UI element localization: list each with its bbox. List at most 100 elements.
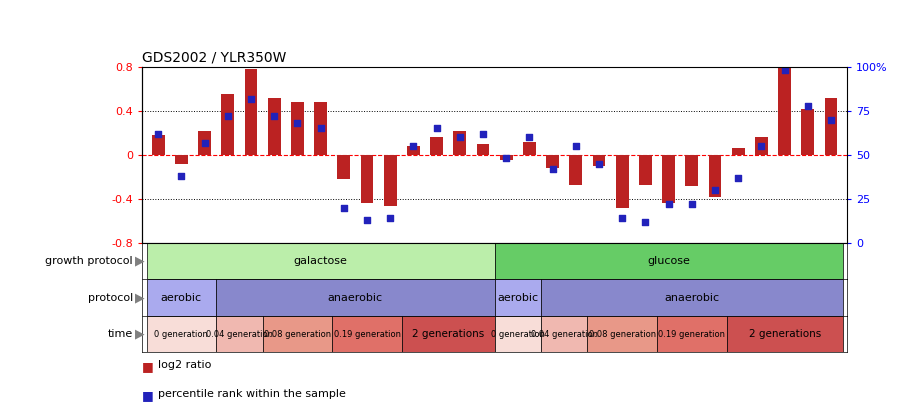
Text: ▶: ▶ <box>135 255 145 268</box>
FancyBboxPatch shape <box>726 316 843 352</box>
Text: GDS2002 / YLR350W: GDS2002 / YLR350W <box>142 50 287 64</box>
Bar <box>267 98 280 155</box>
Point <box>360 217 375 223</box>
Text: ■: ■ <box>142 389 154 402</box>
Bar <box>198 131 211 155</box>
Point <box>569 143 583 149</box>
Text: glucose: glucose <box>648 256 690 266</box>
FancyBboxPatch shape <box>657 316 726 352</box>
Bar <box>639 155 652 185</box>
FancyBboxPatch shape <box>495 279 541 316</box>
Point <box>684 201 699 207</box>
FancyBboxPatch shape <box>333 316 402 352</box>
FancyBboxPatch shape <box>216 316 263 352</box>
Point <box>708 187 723 194</box>
Text: 0 generation: 0 generation <box>491 330 545 339</box>
Point <box>522 134 537 141</box>
Bar <box>384 155 397 206</box>
Point <box>615 215 629 222</box>
FancyBboxPatch shape <box>216 279 495 316</box>
Bar <box>523 142 536 155</box>
Bar <box>337 155 350 179</box>
Point <box>151 130 166 137</box>
FancyBboxPatch shape <box>402 316 495 352</box>
Bar <box>453 131 466 155</box>
FancyBboxPatch shape <box>495 316 541 352</box>
Bar <box>570 155 583 185</box>
Bar <box>407 146 420 155</box>
Text: percentile rank within the sample: percentile rank within the sample <box>158 389 346 399</box>
Point <box>430 125 444 132</box>
Point <box>221 113 235 119</box>
Text: ▶: ▶ <box>135 291 145 304</box>
Text: 2 generations: 2 generations <box>412 329 485 339</box>
Text: 0.19 generation: 0.19 generation <box>659 330 725 339</box>
FancyBboxPatch shape <box>147 243 495 279</box>
Point <box>336 205 351 211</box>
Bar <box>291 102 304 155</box>
FancyBboxPatch shape <box>541 279 843 316</box>
Text: anaerobic: anaerobic <box>328 293 383 303</box>
Text: 0.19 generation: 0.19 generation <box>333 330 400 339</box>
Point <box>592 160 606 167</box>
Text: ■: ■ <box>142 360 154 373</box>
Point <box>545 166 560 172</box>
Point <box>638 219 653 225</box>
Point <box>290 120 305 126</box>
Text: galactose: galactose <box>294 256 347 266</box>
Point <box>778 67 792 74</box>
Text: 0 generation: 0 generation <box>155 330 208 339</box>
Point <box>453 134 467 141</box>
Bar <box>802 109 814 155</box>
Text: 0.08 generation: 0.08 generation <box>589 330 656 339</box>
Point <box>754 143 769 149</box>
Text: log2 ratio: log2 ratio <box>158 360 212 371</box>
Text: 0.04 generation: 0.04 generation <box>206 330 273 339</box>
Text: ▶: ▶ <box>135 328 145 341</box>
Point <box>197 139 212 146</box>
Point <box>731 175 746 181</box>
Bar <box>152 135 165 155</box>
Point <box>174 173 189 179</box>
Text: time: time <box>107 329 133 339</box>
FancyBboxPatch shape <box>263 316 333 352</box>
Bar <box>685 155 698 186</box>
Point <box>383 215 398 222</box>
Text: protocol: protocol <box>88 293 133 303</box>
Text: 0.04 generation: 0.04 generation <box>530 330 598 339</box>
Bar <box>616 155 628 208</box>
FancyBboxPatch shape <box>147 316 216 352</box>
Bar <box>476 144 489 155</box>
FancyBboxPatch shape <box>495 243 843 279</box>
Point <box>661 201 676 207</box>
Text: aerobic: aerobic <box>161 293 202 303</box>
Text: 2 generations: 2 generations <box>748 329 821 339</box>
Bar <box>824 98 837 155</box>
Bar <box>245 69 257 155</box>
Text: 0.08 generation: 0.08 generation <box>264 330 331 339</box>
Point <box>406 143 420 149</box>
Text: growth protocol: growth protocol <box>45 256 133 266</box>
Bar <box>222 94 234 155</box>
Bar <box>779 67 791 155</box>
Point <box>499 155 514 162</box>
Point <box>801 102 815 109</box>
FancyBboxPatch shape <box>541 316 587 352</box>
Point <box>475 130 490 137</box>
FancyBboxPatch shape <box>147 279 216 316</box>
Bar <box>546 155 559 168</box>
Bar <box>732 148 745 155</box>
Point <box>313 125 328 132</box>
Text: aerobic: aerobic <box>497 293 539 303</box>
Bar <box>755 137 768 155</box>
Bar <box>314 102 327 155</box>
Bar <box>709 155 722 197</box>
FancyBboxPatch shape <box>587 316 657 352</box>
Bar <box>175 155 188 164</box>
Bar <box>431 137 443 155</box>
Bar <box>593 155 605 166</box>
Bar <box>662 155 675 203</box>
Point <box>823 117 838 123</box>
Point <box>244 95 258 102</box>
Bar <box>361 155 374 203</box>
